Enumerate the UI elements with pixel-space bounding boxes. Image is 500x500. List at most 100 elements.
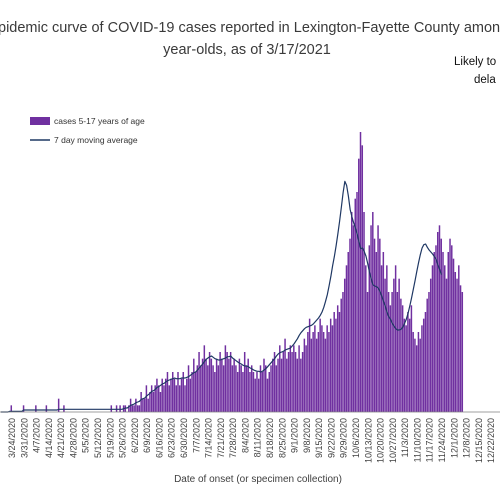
bar-cases xyxy=(400,298,402,412)
x-tick-label: 8/25/2020 xyxy=(277,418,287,458)
x-tick-label: 8/11/2020 xyxy=(253,418,263,457)
bar-cases xyxy=(128,405,130,412)
x-tick-label: 12/1/2020 xyxy=(449,418,459,458)
bar-cases xyxy=(186,378,188,412)
x-tick-label: 6/16/2020 xyxy=(154,418,164,458)
bar-cases xyxy=(233,358,235,412)
bar-cases xyxy=(422,318,425,412)
x-tick-label: 7/7/2020 xyxy=(191,418,201,453)
legend-label-moving-average: 7 day moving average xyxy=(54,135,138,145)
x-tick-label: 12/15/2020 xyxy=(474,418,484,463)
bar-cases xyxy=(300,358,302,412)
x-tick-label: 8/18/2020 xyxy=(265,418,275,458)
legend-swatch-cases xyxy=(30,117,50,125)
bar-cases xyxy=(287,352,290,412)
bar-cases xyxy=(240,365,242,412)
x-tick-label: 12/22/2020 xyxy=(486,418,496,463)
bar-cases xyxy=(208,352,211,412)
bar-cases xyxy=(305,345,307,412)
bar-cases xyxy=(163,385,165,412)
bar-cases xyxy=(387,292,390,412)
bar-cases xyxy=(115,405,118,412)
bar-cases xyxy=(359,132,362,412)
x-tick-label: 9/8/2020 xyxy=(302,418,312,453)
bar-cases xyxy=(459,285,462,412)
bar-cases xyxy=(164,378,167,412)
bar-cases xyxy=(45,405,48,412)
x-axis-tick-labels: 3/24/2020 3/31/2020 4/7/2020 4/14/2020 4/21/… xyxy=(7,418,500,463)
bar-cases xyxy=(149,392,151,412)
bar-cases xyxy=(156,378,158,412)
x-tick-label: 6/2/2020 xyxy=(130,418,140,453)
bar-cases xyxy=(412,332,414,412)
bar-cases xyxy=(236,372,239,412)
bar-cases xyxy=(228,358,230,412)
bar-cases xyxy=(424,312,427,412)
bar-cases xyxy=(191,372,193,412)
bar-cases xyxy=(435,245,437,412)
x-tick-label: 6/23/2020 xyxy=(167,418,177,458)
bar-cases xyxy=(200,365,202,412)
x-tick-label: 4/14/2020 xyxy=(44,418,54,458)
bar-cases xyxy=(284,338,286,412)
x-tick-label: 10/20/2020 xyxy=(376,418,386,463)
bar-cases xyxy=(358,158,360,412)
bar-cases xyxy=(458,265,460,412)
bar-cases xyxy=(389,305,392,412)
bar-cases xyxy=(265,365,267,412)
annotation-line-1: Likely to xyxy=(454,56,496,68)
bar-cases xyxy=(145,385,148,412)
bar-cases xyxy=(294,352,297,412)
annotation-line-2: dela xyxy=(474,74,496,86)
x-tick-label: 9/1/2020 xyxy=(290,418,300,453)
bar-cases xyxy=(445,278,448,412)
x-tick-label: 12/29/2020 xyxy=(498,418,500,463)
bar-cases xyxy=(154,385,156,412)
bar-cases xyxy=(138,405,141,412)
bar-cases xyxy=(210,358,213,412)
x-tick-label: 8/4/2020 xyxy=(240,418,250,453)
bar-cases xyxy=(342,292,344,412)
x-tick-label: 7/14/2020 xyxy=(204,418,214,458)
x-tick-label: 4/7/2020 xyxy=(32,418,42,453)
bar-cases xyxy=(182,372,185,412)
bar-cases xyxy=(252,372,255,412)
bar-cases xyxy=(452,258,455,412)
x-tick-label: 9/29/2020 xyxy=(339,418,349,458)
bar-cases xyxy=(329,318,332,412)
x-tick-label: 11/17/2020 xyxy=(425,418,435,462)
bar-cases xyxy=(175,385,177,412)
bar-cases xyxy=(354,198,356,412)
bar-cases xyxy=(307,332,309,412)
bar-cases xyxy=(168,385,170,412)
x-tick-label: 6/30/2020 xyxy=(179,418,189,458)
bar-cases xyxy=(261,372,263,412)
bar-cases xyxy=(394,265,397,412)
x-tick-label: 7/28/2020 xyxy=(228,418,238,458)
bar-cases xyxy=(396,292,399,412)
bar-cases xyxy=(196,365,199,412)
bar-cases xyxy=(456,278,458,412)
bar-cases xyxy=(298,345,300,412)
bar-cases xyxy=(243,352,246,412)
bar-cases xyxy=(328,332,330,412)
x-tick-label: 12/8/2020 xyxy=(462,418,472,458)
bar-cases xyxy=(379,238,381,412)
bar-cases xyxy=(417,332,420,412)
bar-cases xyxy=(245,365,248,412)
bar-cases xyxy=(179,385,181,412)
bar-cases xyxy=(235,365,237,412)
bar-cases xyxy=(431,265,434,412)
bar-cases xyxy=(291,352,293,412)
bar-cases xyxy=(444,265,446,412)
bar-cases xyxy=(442,252,444,412)
bar-cases xyxy=(345,265,348,412)
bar-cases xyxy=(361,145,364,412)
x-tick-label: 5/26/2020 xyxy=(118,418,128,458)
legend-label-cases: cases 5-17 years of age xyxy=(54,116,145,126)
bar-cases xyxy=(270,365,272,412)
bar-cases xyxy=(363,212,365,412)
bar-cases xyxy=(449,238,451,412)
bar-cases xyxy=(356,192,358,412)
bar-cases xyxy=(289,345,292,412)
